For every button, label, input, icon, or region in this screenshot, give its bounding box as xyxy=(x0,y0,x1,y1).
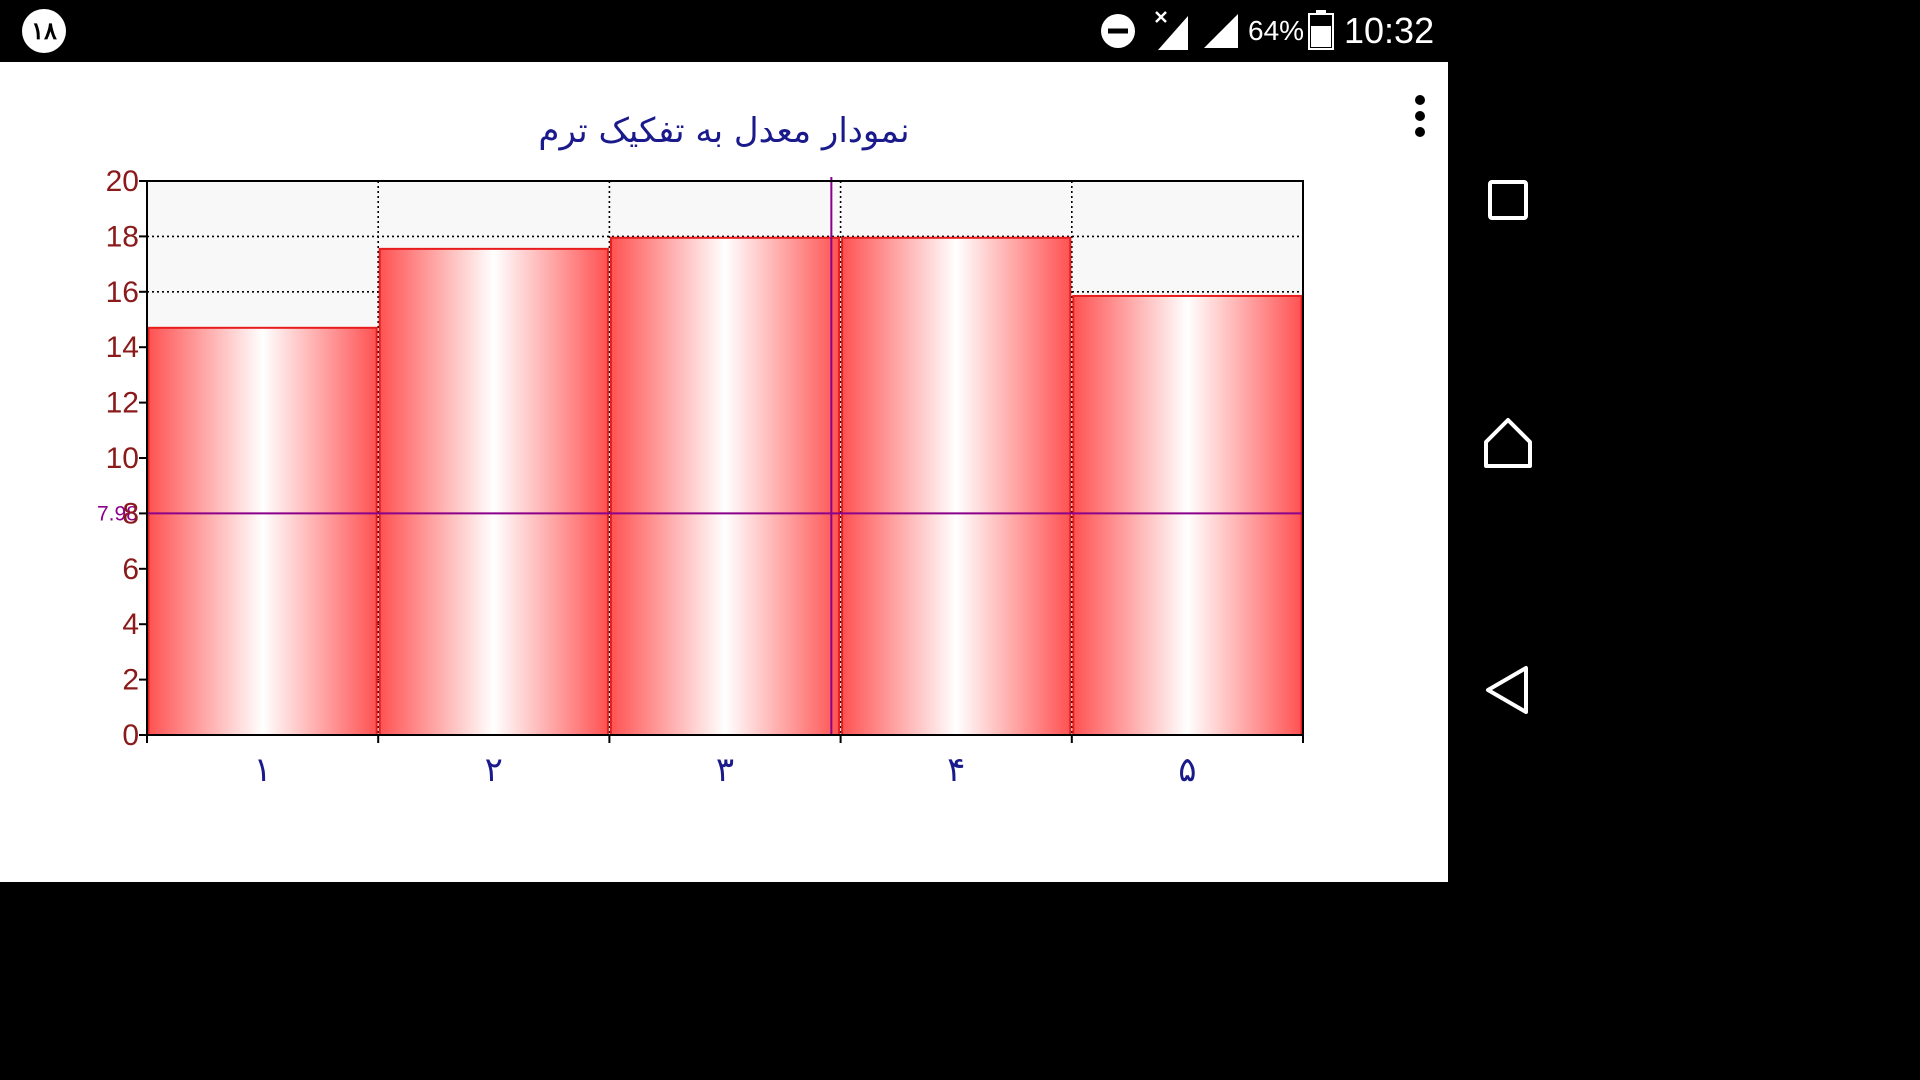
bar xyxy=(609,236,841,736)
grid-lines xyxy=(147,180,1303,735)
y-tick-label: 16 xyxy=(106,276,139,309)
y-tick-label: 2 xyxy=(122,664,139,697)
battery-percent: 64% xyxy=(1248,15,1305,46)
bar xyxy=(1072,294,1303,737)
status-bar: ۱۸ 64% 10:32 xyxy=(0,0,1448,62)
recents-icon[interactable] xyxy=(1478,170,1538,230)
y-tick-label: 12 xyxy=(106,387,139,420)
x-tick-label: ۴ xyxy=(947,750,965,790)
y-tick-label: 14 xyxy=(106,331,139,364)
reference-lines: 7.98 xyxy=(97,177,1303,735)
notification-count-badge: ۱۸ xyxy=(22,9,66,53)
y-tick-label: 8 xyxy=(122,497,139,530)
battery-icon xyxy=(1308,10,1334,50)
signal-icon xyxy=(1204,14,1238,48)
bar xyxy=(378,247,609,737)
axes: 0 2 4 6 8 10 12 14 16 18 20 ۱ ۲ ۳ ۴ ۵ xyxy=(106,165,1304,790)
bar xyxy=(147,326,378,736)
y-tick-label: 6 xyxy=(122,553,139,586)
clock: 10:32 xyxy=(1344,10,1435,51)
y-tick-label: 4 xyxy=(122,608,139,641)
signal-no-data-icon xyxy=(1155,11,1188,50)
more-vert-icon[interactable] xyxy=(1402,92,1438,144)
bars xyxy=(147,236,1303,737)
back-icon[interactable] xyxy=(1478,660,1538,720)
y-tick-label: 0 xyxy=(122,719,139,752)
navigation-bar xyxy=(1448,0,1568,882)
x-tick-label: ۲ xyxy=(485,750,503,790)
y-tick-label: 18 xyxy=(106,220,139,253)
x-tick-label: ۳ xyxy=(716,750,734,790)
chart-screen: نمودار معدل به تفکیک ترم 7.98 0 2 4 6 8 10 12 1… xyxy=(0,62,1448,882)
bar xyxy=(841,236,1072,736)
bar-chart: نمودار معدل به تفکیک ترم 7.98 0 2 4 6 8 10 12 1… xyxy=(97,111,1304,790)
x-tick-label: ۱ xyxy=(253,750,271,790)
reference-line-label: 7.98 xyxy=(97,502,138,525)
home-icon[interactable] xyxy=(1478,412,1538,472)
chart-title: نمودار معدل به تفکیک ترم xyxy=(538,111,909,151)
do-not-disturb-icon xyxy=(1101,14,1135,48)
y-tick-label: 20 xyxy=(106,165,139,198)
x-tick-label: ۵ xyxy=(1178,750,1196,790)
y-tick-label: 10 xyxy=(106,442,139,475)
